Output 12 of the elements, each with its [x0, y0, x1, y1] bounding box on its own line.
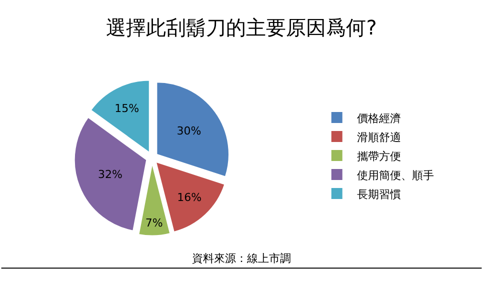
chart-title: 選擇此刮鬍刀的主要原因爲何?: [106, 15, 377, 40]
legend-label: 使用簡便、順手: [356, 168, 434, 182]
legend-label: 攜帶方便: [356, 150, 401, 163]
legend-label: 價格經濟: [356, 112, 401, 125]
legend-label: 滑順舒適: [356, 130, 401, 144]
data-label: 32%: [98, 168, 122, 181]
data-label: 7%: [145, 216, 163, 230]
data-label: 16%: [177, 191, 202, 204]
source-note: 資料來源：線上市調: [192, 252, 291, 265]
data-label: 30%: [176, 124, 202, 138]
data-label: 15%: [114, 102, 140, 115]
legend-label: 長期習慣: [356, 188, 401, 201]
